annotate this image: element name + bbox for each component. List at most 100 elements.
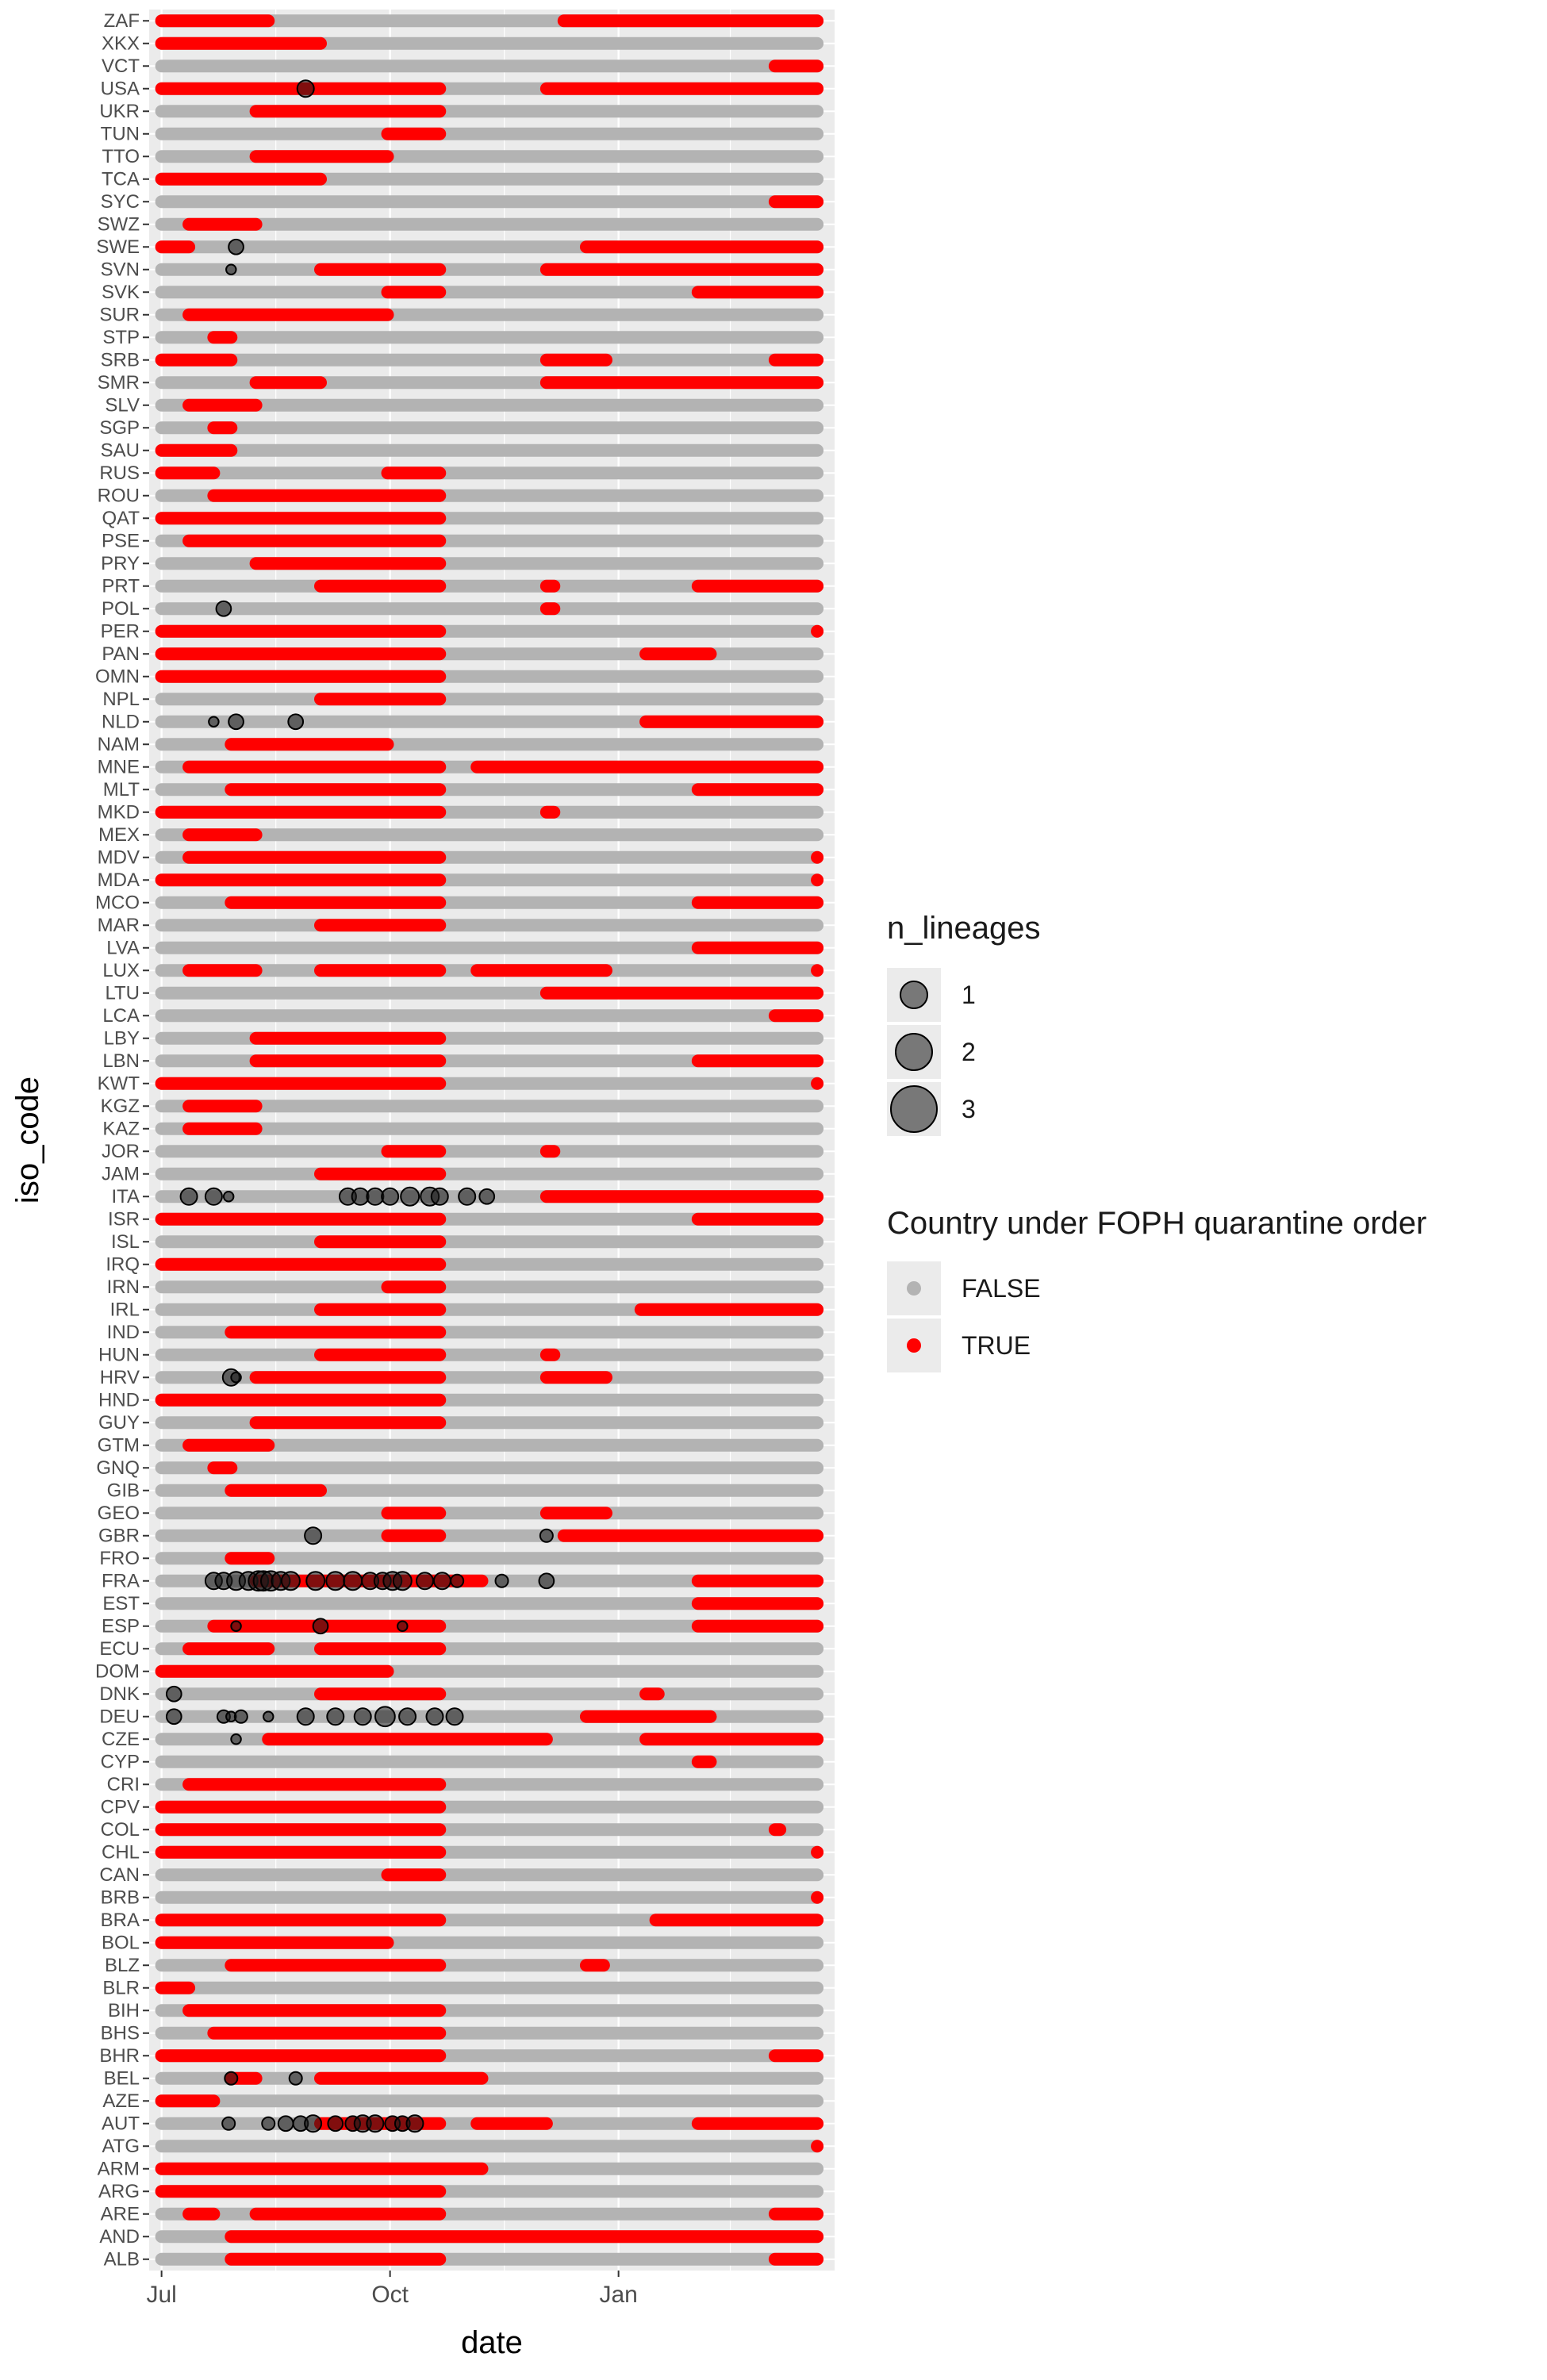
y-tick-label-SLV: SLV [105, 394, 140, 416]
y-tick-label-IRN: IRN [107, 1276, 140, 1298]
lineage-point-DEU [263, 1710, 274, 1722]
lineage-point-DEU [374, 1706, 396, 1728]
y-tick-label-GEO: GEO [98, 1503, 140, 1524]
y-tick-label-ISR: ISR [108, 1208, 140, 1230]
y-tick-label-ATG: ATG [102, 2136, 140, 2157]
y-tick-label-MDA: MDA [98, 869, 140, 891]
y-tick-label-IND: IND [107, 1322, 140, 1343]
dot-icon [907, 1338, 921, 1353]
lineage-point-ITA [179, 1187, 198, 1206]
color-legend-title: Country under FOPH quarantine order [887, 1206, 1427, 1241]
y-tick-label-PER: PER [101, 620, 140, 642]
y-tick-label-MCO: MCO [95, 892, 140, 913]
y-tick-label-UKR: UKR [99, 101, 140, 122]
lineage-point-DEU [353, 1707, 372, 1726]
size-legend-item-3: 3 [887, 1082, 1220, 1139]
lineage-point-FRA [538, 1572, 555, 1590]
lineage-point-BEL [288, 2071, 303, 2086]
lineage-point-AUT [261, 2116, 276, 2131]
y-tick-label-KWT: KWT [98, 1073, 140, 1094]
y-tick-label-MAR: MAR [98, 915, 140, 936]
lineage-point-NLD [208, 716, 220, 727]
lineage-point-FRA [415, 1572, 434, 1591]
y-tick-label-AUT: AUT [102, 2113, 140, 2134]
lineage-point-ESP [230, 1620, 242, 1632]
y-tick-label-CHL: CHL [102, 1841, 140, 1863]
lineage-point-GBR [304, 1526, 323, 1545]
lineage-point-ITA [381, 1187, 400, 1206]
y-tick-label-GUY: GUY [98, 1412, 140, 1434]
y-tick-label-QAT: QAT [102, 508, 140, 529]
y-tick-label-SWE: SWE [96, 236, 140, 258]
size-legend-item-2: 2 [887, 1025, 1220, 1082]
lineage-point-DEU [165, 1708, 182, 1726]
y-tick-label-SVK: SVK [102, 282, 140, 303]
y-tick-label-ARE: ARE [101, 2203, 140, 2225]
y-tick-label-SGP: SGP [99, 417, 140, 439]
lineage-point-DNK [165, 1685, 182, 1702]
y-tick-label-ROU: ROU [98, 485, 140, 506]
legend-key [887, 1025, 941, 1079]
lineage-point-FRA [494, 1573, 509, 1588]
lineage-point-GBR [539, 1528, 554, 1543]
y-tick-label-LBY: LBY [104, 1027, 140, 1049]
y-tick-label-ITA: ITA [111, 1186, 140, 1207]
y-tick-label-FRA: FRA [102, 1570, 140, 1591]
legend-key [887, 1261, 941, 1315]
y-tick-label-FRO: FRO [99, 1548, 140, 1569]
y-tick-label-AZE: AZE [102, 2090, 140, 2112]
y-tick-label-HUN: HUN [98, 1344, 140, 1365]
y-tick-label-LVA: LVA [106, 937, 140, 958]
lineage-point-POL [215, 600, 232, 617]
y-tick-label-ZAF: ZAF [104, 10, 140, 32]
lineage-point-NLD [287, 713, 305, 731]
lineage-point-HRV [230, 1372, 242, 1384]
y-tick-label-MKD: MKD [98, 801, 140, 823]
y-tick-label-SUR: SUR [99, 304, 140, 325]
size-legend: n_lineages 1 2 3 [887, 911, 1041, 1136]
legend-key [887, 1319, 941, 1372]
lineage-point-ESP [397, 1620, 409, 1632]
y-tick-label-MLT: MLT [103, 779, 140, 800]
lineage-point-SVN [225, 263, 237, 275]
y-tick-label-BRA: BRA [101, 1910, 140, 1931]
y-tick-label-BIH: BIH [108, 2000, 140, 2021]
lineage-point-ITA [204, 1187, 223, 1206]
y-tick-label-CPV: CPV [101, 1796, 140, 1818]
y-tick-label-XKX: XKX [102, 33, 140, 54]
y-tick-label-ISL: ISL [111, 1231, 140, 1253]
x-tick-label-Jul: Jul [146, 2282, 176, 2308]
lineage-point-FRA [450, 1573, 465, 1588]
lineage-point-FRA [432, 1572, 451, 1591]
y-tick-label-KGZ: KGZ [101, 1096, 140, 1117]
y-tick-label-TUN: TUN [101, 123, 140, 144]
y-tick-label-IRQ: IRQ [106, 1253, 140, 1275]
y-tick-label-ARG: ARG [98, 2181, 140, 2202]
y-tick-label-ECU: ECU [99, 1638, 140, 1660]
lineage-point-ITA [222, 1191, 235, 1203]
y-tick-label-POL: POL [102, 598, 140, 620]
y-tick-label-GTM: GTM [98, 1434, 140, 1456]
y-axis-title: iso_code [10, 1077, 45, 1203]
lineage-point-ITA [458, 1187, 477, 1206]
y-tick-label-SMR: SMR [98, 372, 140, 393]
legend-label: 1 [962, 981, 976, 1009]
y-tick-label-LTU: LTU [105, 982, 140, 1004]
y-tick-label-HRV: HRV [100, 1367, 140, 1388]
y-tick-label-MDV: MDV [98, 846, 140, 868]
y-tick-label-GNQ: GNQ [96, 1457, 140, 1479]
y-tick-label-ARM: ARM [98, 2158, 140, 2179]
y-tick-label-GBR: GBR [98, 1525, 140, 1546]
y-tick-label-PRY: PRY [101, 553, 140, 574]
lineage-point-DEU [425, 1707, 444, 1726]
x-tick-label-Oct: Oct [371, 2282, 409, 2308]
lineage-point-CZE [230, 1733, 242, 1745]
y-tick-label-BHR: BHR [99, 2045, 140, 2067]
y-tick-label-SYC: SYC [101, 191, 140, 213]
legend-label: FALSE [962, 1274, 1041, 1303]
lineage-point-ITA [430, 1187, 449, 1206]
y-tick-label-GIB: GIB [107, 1480, 140, 1501]
y-tick-label-PSE: PSE [102, 530, 140, 551]
size-legend-item-1: 1 [887, 968, 1220, 1025]
y-tick-label-BHS: BHS [101, 2022, 140, 2044]
